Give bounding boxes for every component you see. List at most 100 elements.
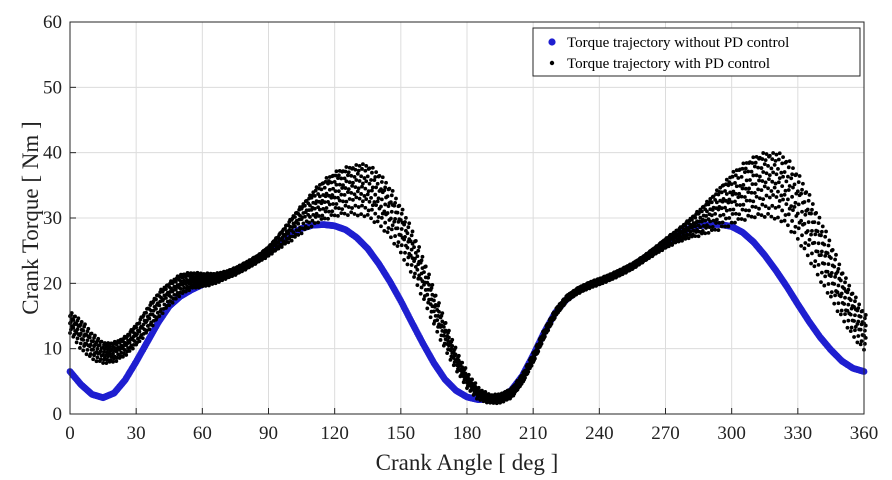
data-point — [386, 204, 391, 209]
data-point — [816, 221, 821, 226]
data-point — [317, 214, 321, 218]
data-point — [317, 182, 322, 187]
data-point — [746, 213, 751, 218]
data-point — [370, 207, 374, 212]
data-point — [359, 174, 364, 179]
data-point — [301, 202, 306, 206]
data-point — [392, 219, 397, 224]
data-point — [354, 178, 359, 182]
data-point — [562, 297, 567, 302]
data-point — [801, 181, 805, 186]
data-point — [605, 273, 610, 278]
data-point — [691, 221, 696, 225]
data-point — [202, 272, 207, 276]
data-point — [772, 185, 777, 190]
data-point — [802, 221, 807, 226]
series-with-pd-control — [68, 151, 868, 406]
data-point — [392, 241, 397, 246]
data-point — [792, 182, 797, 187]
data-point — [724, 192, 729, 196]
data-point — [379, 204, 383, 209]
data-point — [115, 348, 120, 353]
data-point — [786, 223, 790, 228]
x-tick-label: 150 — [387, 423, 416, 444]
data-point — [767, 195, 772, 200]
data-point — [346, 190, 350, 195]
data-point — [346, 205, 351, 209]
data-point — [241, 261, 246, 266]
data-point — [385, 230, 390, 235]
data-point — [353, 203, 358, 208]
data-point — [91, 357, 96, 362]
data-point — [365, 213, 370, 217]
data-point — [795, 189, 800, 194]
data-point — [349, 173, 354, 178]
data-point — [837, 262, 842, 267]
data-point — [409, 263, 414, 267]
data-point — [288, 234, 293, 239]
data-point — [549, 315, 554, 320]
data-point — [786, 188, 791, 192]
data-point — [846, 302, 851, 307]
data-point — [384, 180, 388, 185]
data-point — [336, 206, 341, 211]
data-point — [782, 192, 787, 197]
data-point — [718, 213, 723, 218]
data-point — [332, 180, 337, 184]
data-point — [342, 176, 347, 181]
data-point — [87, 335, 92, 340]
data-point — [298, 205, 302, 209]
data-point — [751, 199, 756, 204]
data-point — [809, 211, 813, 216]
data-point — [753, 182, 758, 187]
data-point — [428, 302, 433, 307]
data-point — [799, 218, 804, 223]
data-point — [359, 212, 364, 217]
data-point — [615, 269, 620, 273]
data-point — [810, 228, 814, 233]
data-point — [96, 336, 101, 341]
data-point — [288, 217, 293, 222]
data-point — [93, 333, 97, 338]
data-point — [74, 330, 79, 335]
data-point — [83, 322, 87, 327]
data-point — [327, 175, 332, 179]
data-point — [310, 218, 315, 223]
data-point — [357, 163, 362, 168]
legend-marker-with-pd — [549, 60, 555, 66]
data-point — [703, 231, 708, 236]
data-point — [760, 179, 765, 183]
data-point — [770, 157, 775, 162]
data-point — [319, 217, 324, 221]
data-point — [526, 362, 531, 367]
data-point — [733, 191, 738, 196]
data-point — [714, 217, 719, 222]
data-point — [800, 233, 804, 238]
data-point — [340, 186, 345, 190]
data-point — [432, 298, 436, 303]
data-point — [753, 160, 758, 165]
data-point — [311, 200, 316, 205]
data-point — [820, 224, 825, 229]
data-point — [155, 301, 160, 306]
data-point — [576, 285, 580, 290]
data-point — [208, 271, 213, 276]
data-point — [393, 201, 397, 205]
data-point — [791, 166, 795, 170]
data-point — [763, 158, 768, 163]
data-point — [339, 192, 344, 197]
data-point — [437, 301, 441, 305]
data-point — [845, 325, 850, 330]
data-point — [800, 187, 804, 192]
data-point — [430, 282, 435, 287]
data-point — [119, 337, 124, 342]
data-point — [316, 220, 321, 225]
data-point — [347, 197, 352, 201]
data-point — [700, 228, 705, 233]
data-point — [159, 287, 163, 292]
data-point — [336, 173, 341, 178]
data-point — [835, 290, 840, 295]
data-point — [377, 173, 382, 178]
data-point — [185, 270, 190, 275]
data-point — [701, 204, 706, 209]
